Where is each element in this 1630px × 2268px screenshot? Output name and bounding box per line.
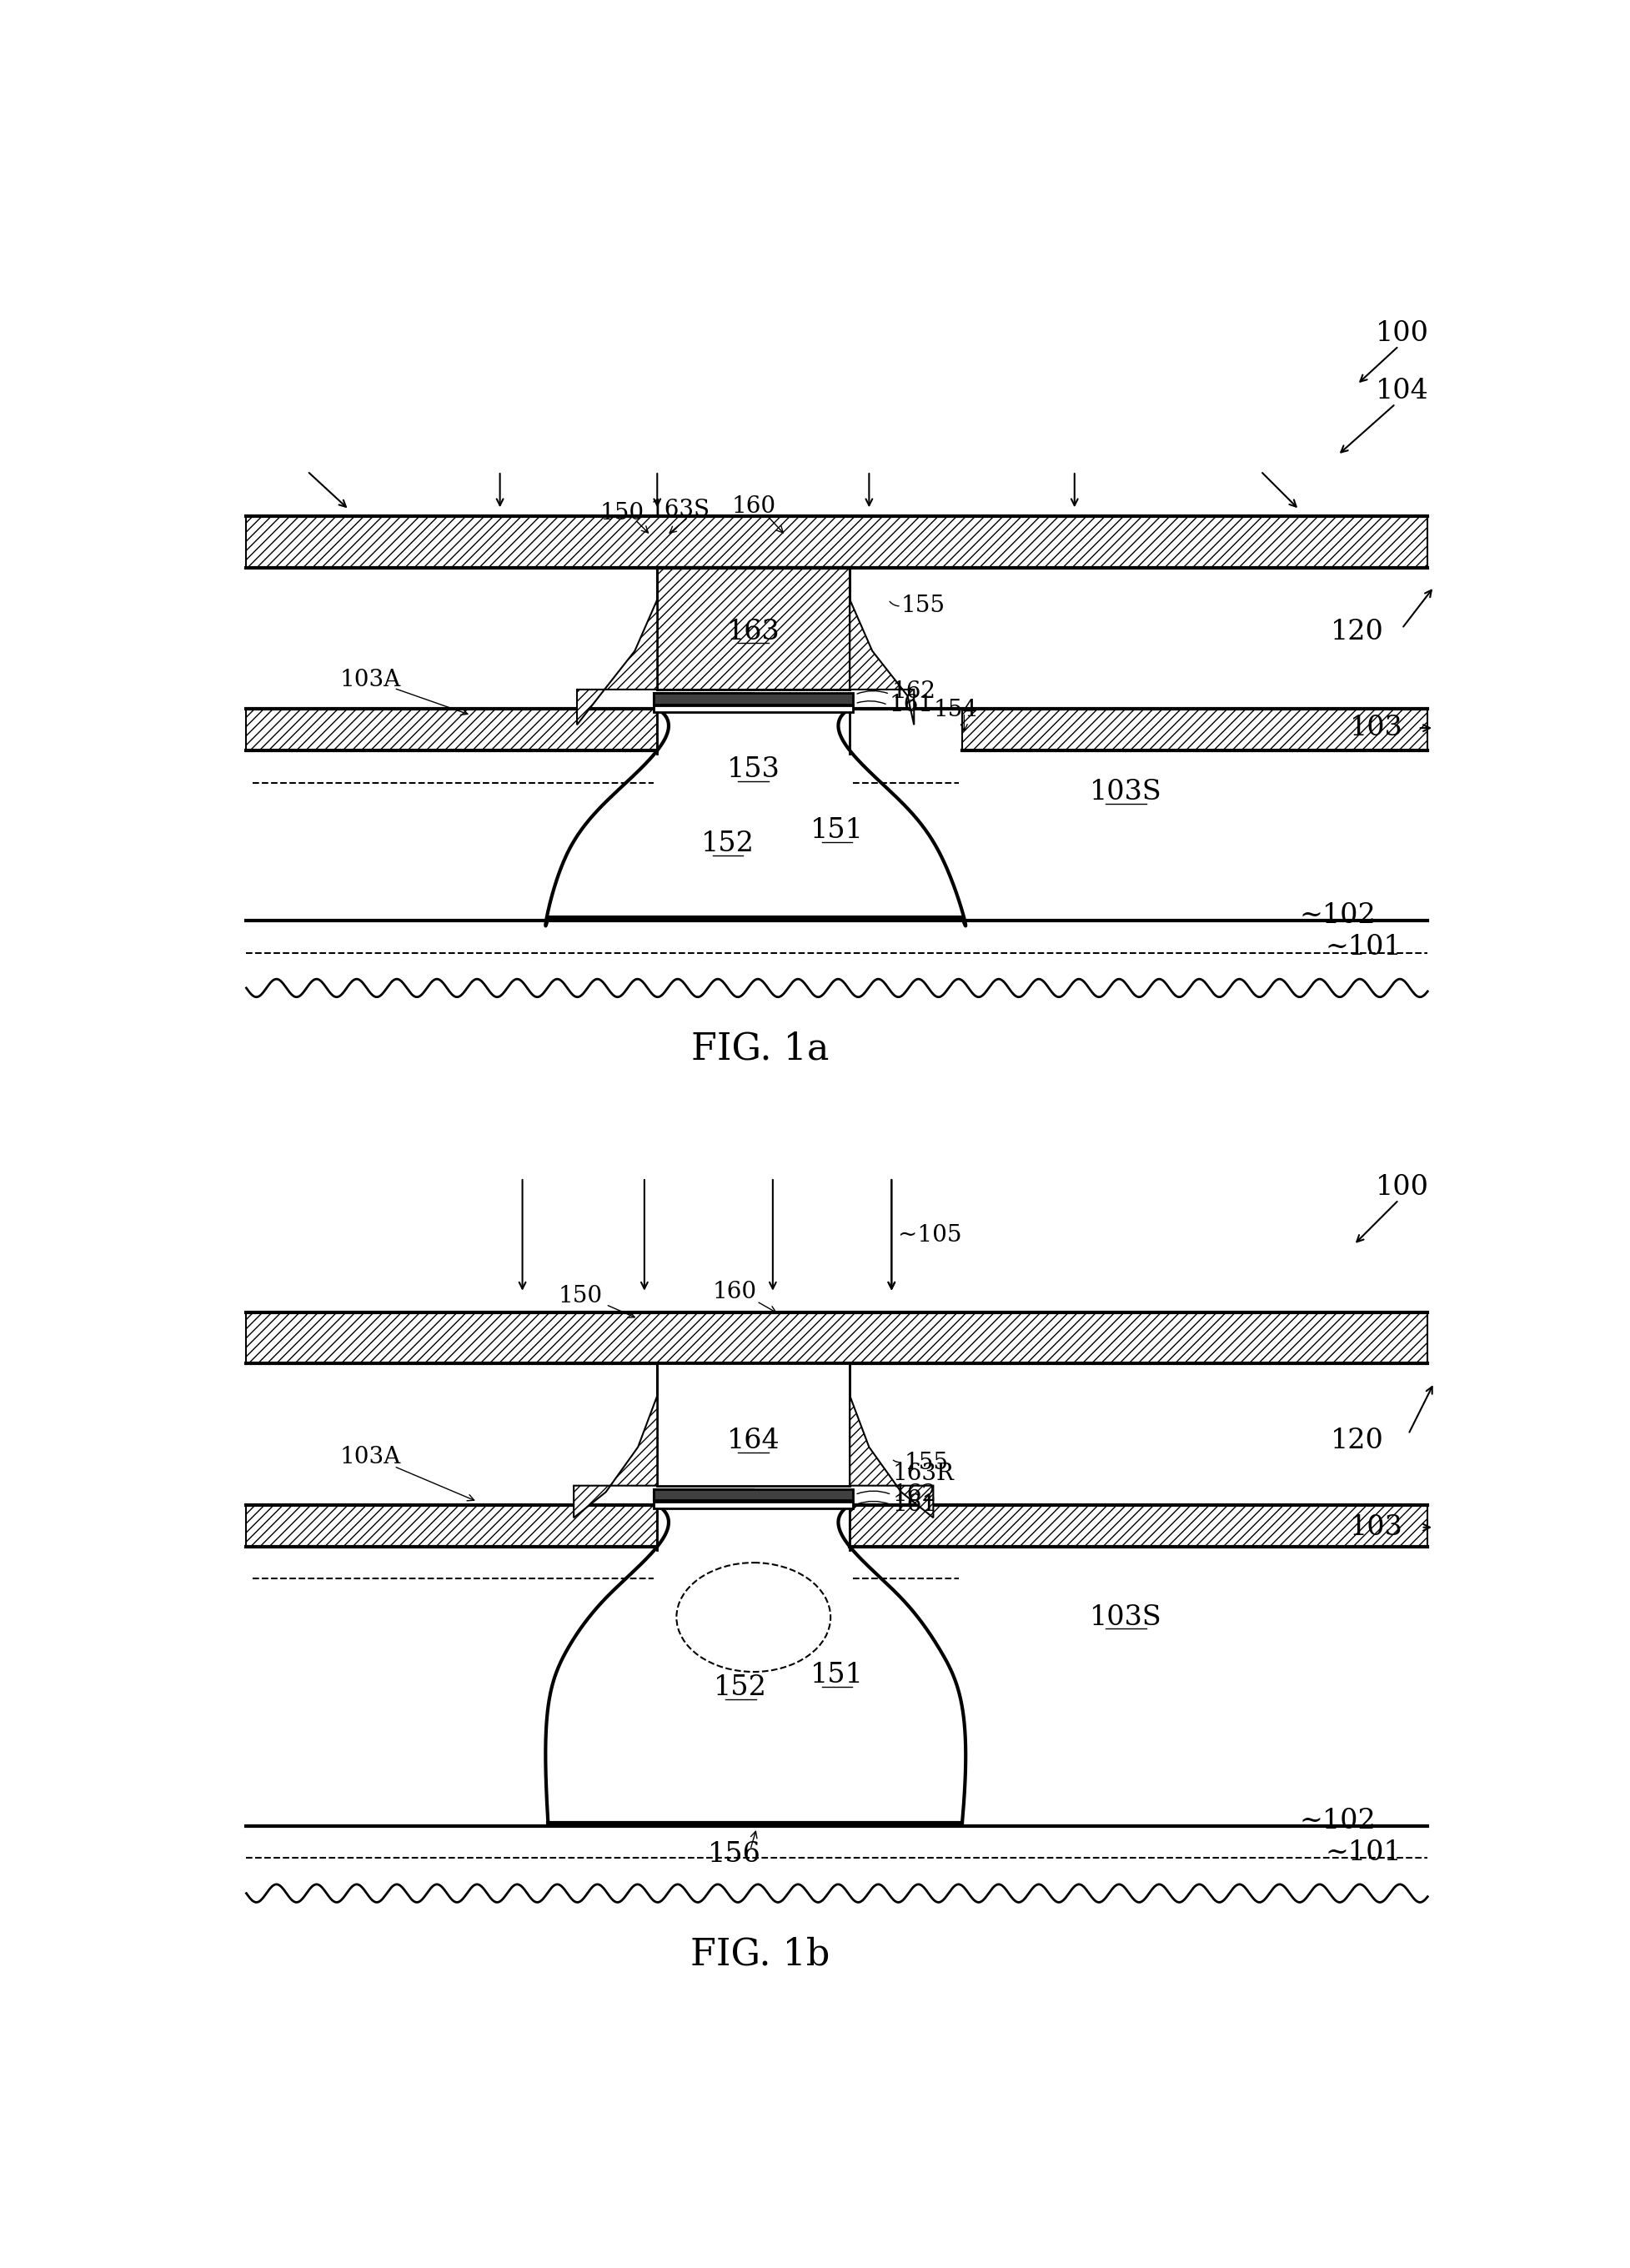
Text: 100: 100 bbox=[1376, 1175, 1428, 1200]
Text: 163S: 163S bbox=[650, 499, 709, 522]
Bar bbox=[654, 692, 753, 705]
Text: 103A: 103A bbox=[339, 669, 401, 692]
Bar bbox=[962, 708, 1428, 751]
Text: 150: 150 bbox=[557, 1286, 603, 1306]
Bar bbox=[654, 705, 852, 712]
Text: FIG. 1b: FIG. 1b bbox=[689, 1937, 830, 1973]
Text: 156: 156 bbox=[707, 1842, 761, 1869]
Text: 120: 120 bbox=[1330, 619, 1384, 644]
Text: 104: 104 bbox=[1376, 376, 1428, 404]
Text: 162: 162 bbox=[893, 1483, 937, 1506]
Text: 163: 163 bbox=[727, 619, 781, 644]
Text: ~105: ~105 bbox=[898, 1225, 962, 1247]
Text: 103: 103 bbox=[1350, 1515, 1403, 1540]
Bar bbox=[654, 1501, 852, 1508]
Bar bbox=[849, 1506, 1428, 1547]
Text: ~102: ~102 bbox=[1299, 903, 1376, 930]
Bar bbox=[654, 692, 852, 705]
Polygon shape bbox=[574, 1363, 657, 1517]
Polygon shape bbox=[849, 567, 914, 726]
Text: ~101: ~101 bbox=[1325, 1839, 1402, 1867]
Bar bbox=[246, 708, 657, 751]
Polygon shape bbox=[849, 1363, 934, 1517]
Text: 154: 154 bbox=[934, 699, 978, 721]
Text: 120: 120 bbox=[1330, 1427, 1384, 1454]
Bar bbox=[657, 567, 849, 689]
Text: 155: 155 bbox=[901, 594, 945, 617]
Bar bbox=[657, 1363, 849, 1486]
Ellipse shape bbox=[676, 1563, 831, 1672]
Text: 151: 151 bbox=[810, 1662, 864, 1687]
Text: 151: 151 bbox=[810, 816, 864, 844]
Text: 153: 153 bbox=[727, 758, 781, 782]
Text: 152: 152 bbox=[714, 1674, 768, 1701]
Bar bbox=[246, 1506, 657, 1547]
Text: FIG. 1a: FIG. 1a bbox=[691, 1032, 830, 1066]
Bar bbox=[654, 1488, 753, 1501]
Text: 155: 155 bbox=[905, 1452, 949, 1474]
Text: 150: 150 bbox=[600, 501, 644, 524]
Text: 152: 152 bbox=[701, 830, 755, 857]
Text: ~102: ~102 bbox=[1299, 1808, 1376, 1835]
Text: 161: 161 bbox=[893, 1495, 937, 1515]
Text: 103A: 103A bbox=[339, 1445, 401, 1467]
Text: 162: 162 bbox=[892, 680, 936, 703]
Text: 100: 100 bbox=[1376, 320, 1428, 347]
Text: 161: 161 bbox=[890, 694, 934, 717]
Text: 163R: 163R bbox=[893, 1463, 955, 1486]
Bar bbox=[246, 1313, 1428, 1363]
Text: 160: 160 bbox=[732, 494, 776, 517]
Text: 160: 160 bbox=[712, 1281, 756, 1304]
Polygon shape bbox=[577, 567, 657, 726]
Text: 103S: 103S bbox=[1090, 778, 1162, 805]
Text: ~101: ~101 bbox=[1325, 934, 1402, 962]
Text: 103S: 103S bbox=[1090, 1603, 1162, 1631]
Bar bbox=[246, 517, 1428, 567]
Bar bbox=[654, 1488, 852, 1501]
Text: 164: 164 bbox=[727, 1427, 781, 1454]
Text: 103: 103 bbox=[1350, 714, 1403, 742]
